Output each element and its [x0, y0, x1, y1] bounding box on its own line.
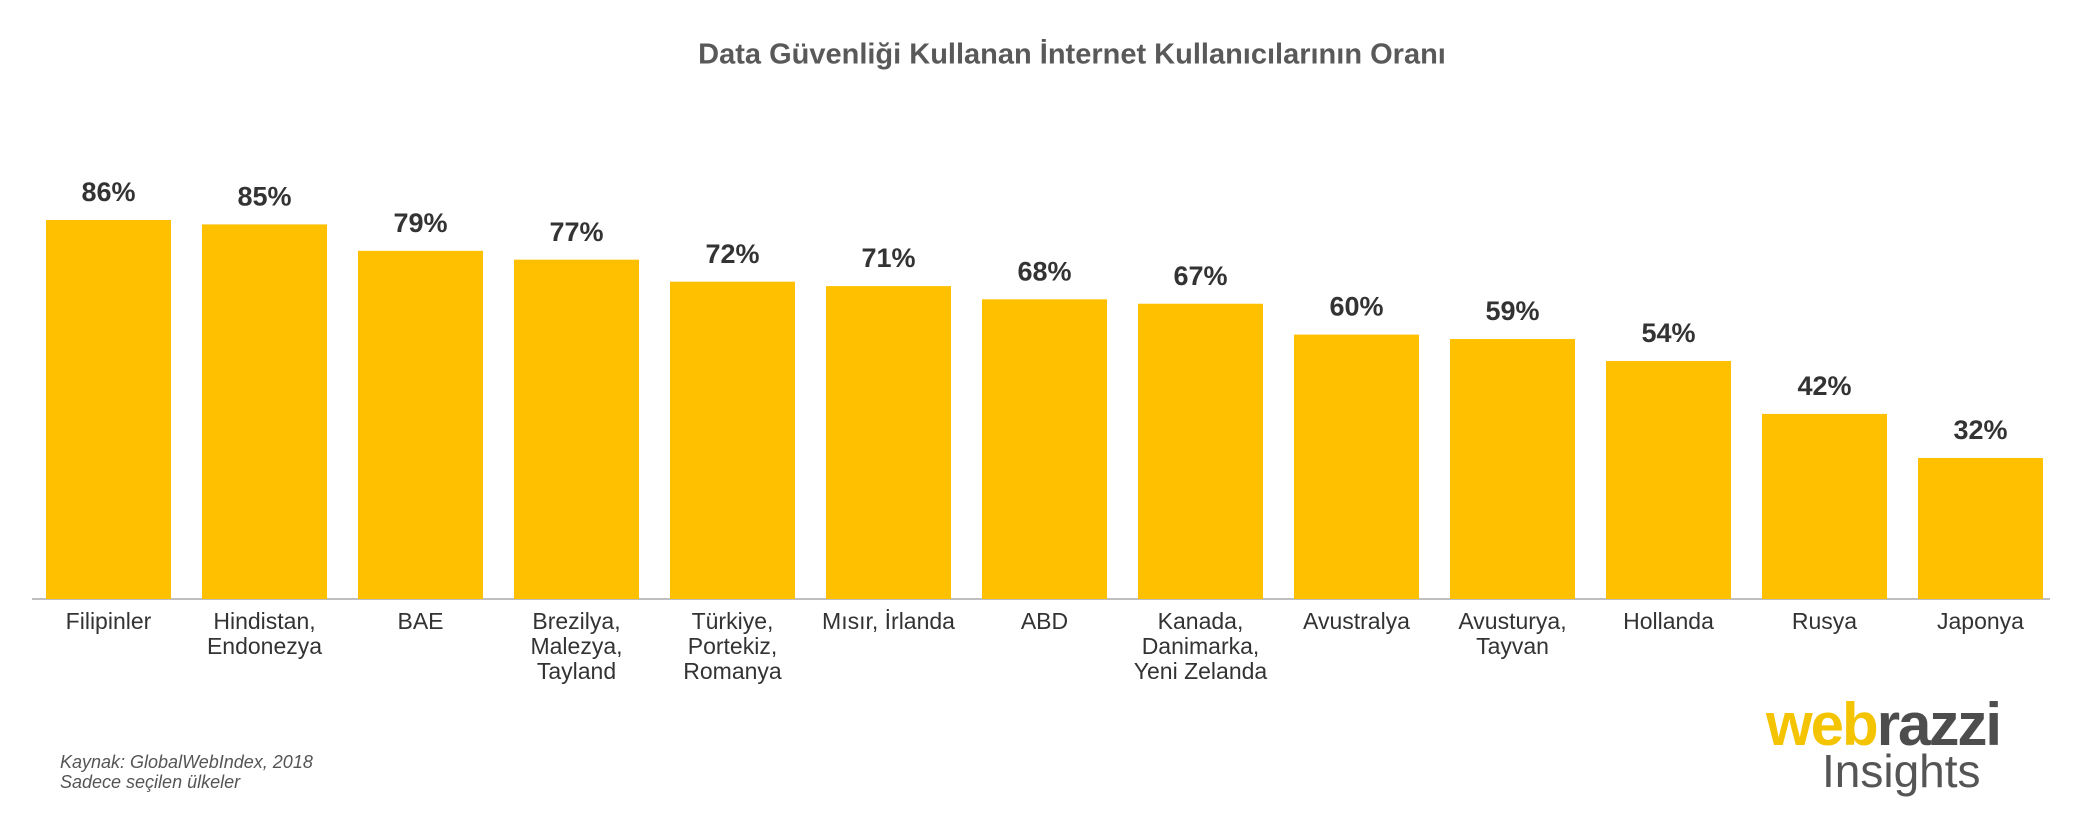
bar: [1138, 303, 1263, 599]
bar: [670, 281, 795, 599]
data-label: 71%: [861, 243, 915, 273]
bar: [358, 250, 483, 600]
logo: webrazzi: [1766, 690, 2002, 760]
x-tick-label: Rusya: [1791, 608, 1858, 634]
logo-subtitle: Insights: [1822, 745, 1981, 797]
x-tick-label: Kanada, Danimarka, Yeni Zelanda: [1133, 608, 1268, 684]
data-label: 59%: [1485, 296, 1539, 326]
source-note: Kaynak: GlobalWebIndex, 2018: [60, 752, 313, 772]
x-tick-label: Japonya: [1937, 608, 2024, 634]
bar: [514, 259, 639, 599]
x-tick-label: Hindistan, Endonezya: [206, 608, 323, 659]
bar: [1294, 334, 1419, 599]
bar: [1762, 413, 1887, 599]
data-label: 77%: [549, 217, 603, 247]
bar: [1918, 457, 2043, 599]
x-tick-label: ABD: [1020, 608, 1069, 634]
bar: [826, 286, 951, 599]
logo-part: razzi: [1876, 691, 2002, 758]
x-tick-label: Avustralya: [1303, 608, 1410, 634]
data-label: 32%: [1953, 415, 2007, 445]
bar: [1450, 338, 1575, 599]
data-label: 42%: [1797, 371, 1851, 401]
chart-title: Data Güvenliği Kullanan İnternet Kullanı…: [698, 39, 1446, 71]
data-label: 79%: [393, 208, 447, 238]
data-label: 85%: [237, 182, 291, 212]
data-label: 67%: [1173, 261, 1227, 291]
x-tick-label: Filipinler: [65, 608, 152, 634]
bar: [982, 299, 1107, 599]
data-label: 72%: [705, 239, 759, 269]
bar: [202, 224, 327, 599]
x-tick-label: Hollanda: [1623, 608, 1714, 634]
x-tick-label: BAE: [397, 608, 444, 634]
x-tick-label: Türkiye, Portekiz, Romanya: [683, 608, 782, 684]
x-tick-label: Mısır, İrlanda: [822, 608, 955, 634]
data-label: 86%: [81, 177, 135, 207]
x-tick-label: Avusturya, Tayvan: [1458, 608, 1567, 659]
data-label: 60%: [1329, 292, 1383, 322]
x-tick-label: Brezilya, Malezya, Tayland: [530, 608, 623, 684]
source-note: Sadece seçilen ülkeler: [60, 772, 241, 792]
bar: [46, 220, 171, 599]
data-label: 54%: [1641, 318, 1695, 348]
logo-part: web: [1766, 691, 1879, 758]
data-label: 68%: [1017, 256, 1071, 286]
bar: [1606, 361, 1731, 599]
